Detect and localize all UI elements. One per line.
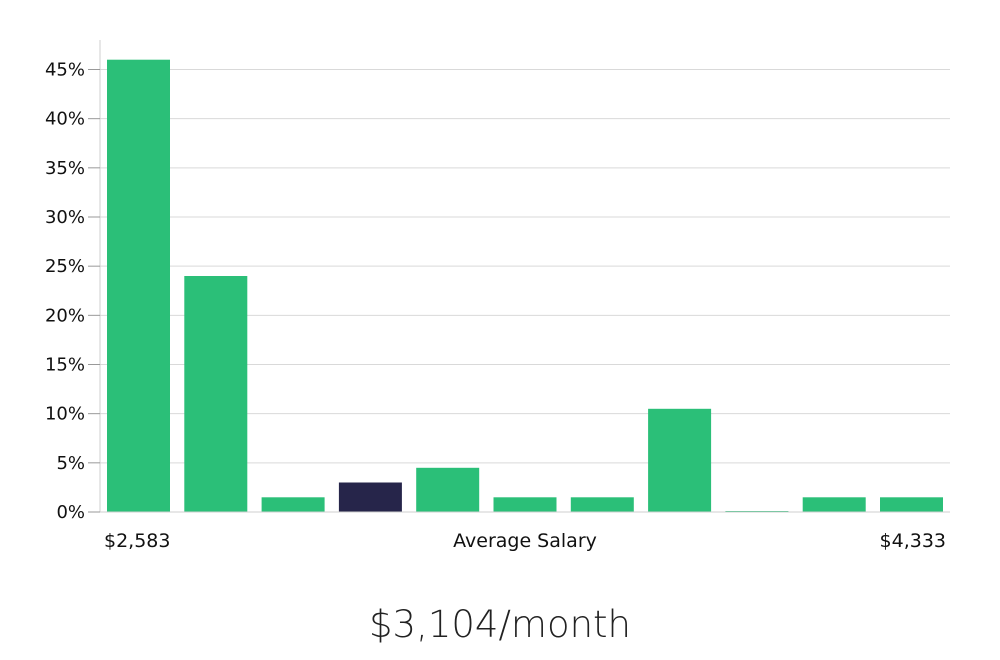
bar (261, 497, 325, 513)
bar (802, 497, 866, 513)
bar (416, 467, 480, 513)
x-end-label: $4,333 (880, 530, 946, 552)
y-tick-label: 35% (45, 158, 85, 179)
y-tick-label: 10% (45, 404, 85, 425)
x-axis-title: Average Salary (453, 530, 597, 552)
y-tick-label: 5% (56, 453, 85, 474)
bar (107, 59, 170, 512)
bar (648, 408, 712, 513)
y-tick-label: 30% (45, 207, 85, 228)
bar (570, 497, 634, 513)
y-tick-label: 25% (45, 256, 85, 277)
bar-highlighted (338, 482, 402, 512)
y-tick-labels: 0% 5% 10% 15% 20% 25% 30% 35% 40% 45% (45, 60, 100, 523)
y-tick-label: 0% (56, 502, 85, 523)
bar (493, 497, 557, 513)
y-tick-label: 20% (45, 305, 85, 326)
average-salary-value: $3,104/month (368, 603, 632, 646)
bar (880, 497, 943, 513)
x-start-label: $2,583 (104, 530, 170, 552)
bar (184, 276, 248, 512)
y-tick-label: 45% (45, 60, 85, 81)
y-tick-label: 40% (45, 109, 85, 130)
bars (107, 59, 943, 513)
salary-histogram: 0% 5% 10% 15% 20% 25% 30% 35% 40% 45% $2,583 Aver… (45, 40, 950, 552)
y-tick-label: 15% (45, 355, 85, 376)
